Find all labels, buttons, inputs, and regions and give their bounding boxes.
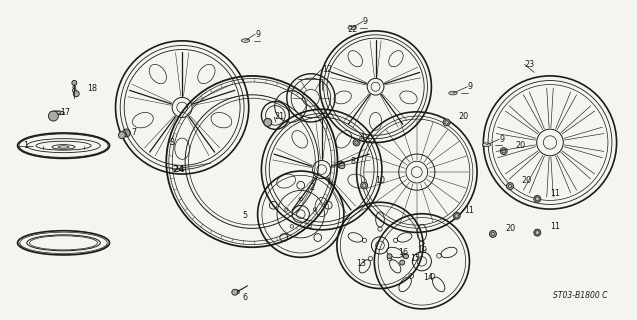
Text: 10: 10 <box>376 176 385 185</box>
Text: 15: 15 <box>410 254 420 263</box>
Circle shape <box>445 121 448 124</box>
Text: 11: 11 <box>550 189 560 198</box>
Text: 14: 14 <box>423 273 433 282</box>
Circle shape <box>454 212 461 219</box>
Circle shape <box>502 149 505 153</box>
Text: 20: 20 <box>515 141 526 150</box>
Text: 11: 11 <box>550 222 560 231</box>
Circle shape <box>232 289 238 295</box>
Circle shape <box>535 231 540 235</box>
Circle shape <box>73 89 76 92</box>
Circle shape <box>400 260 404 265</box>
Text: 9: 9 <box>363 17 368 26</box>
Circle shape <box>73 91 79 97</box>
Text: 5: 5 <box>243 211 248 220</box>
Circle shape <box>48 111 59 121</box>
Ellipse shape <box>241 39 250 42</box>
Circle shape <box>508 184 512 188</box>
Circle shape <box>355 141 358 144</box>
Circle shape <box>235 290 240 294</box>
Circle shape <box>72 80 77 85</box>
Circle shape <box>122 129 131 137</box>
Text: 20: 20 <box>458 113 468 122</box>
Text: 1: 1 <box>24 141 29 150</box>
Circle shape <box>534 196 541 202</box>
Circle shape <box>337 161 344 168</box>
Text: 13: 13 <box>357 259 366 268</box>
Circle shape <box>339 163 345 169</box>
Circle shape <box>264 118 272 126</box>
Circle shape <box>73 86 76 89</box>
Circle shape <box>489 230 496 237</box>
Text: 9: 9 <box>255 30 260 39</box>
Circle shape <box>455 214 459 218</box>
Circle shape <box>506 183 513 190</box>
Text: 9: 9 <box>499 135 505 144</box>
Text: 8: 8 <box>350 157 355 166</box>
Text: 21: 21 <box>274 113 284 122</box>
Text: 22: 22 <box>347 25 357 34</box>
Text: 18: 18 <box>87 84 97 93</box>
Circle shape <box>387 254 392 259</box>
Text: 24: 24 <box>173 165 185 174</box>
Circle shape <box>534 229 541 236</box>
Text: ST03-B1800 C: ST03-B1800 C <box>552 291 607 300</box>
Circle shape <box>403 254 408 259</box>
Circle shape <box>362 184 366 187</box>
Text: 4: 4 <box>360 133 365 142</box>
Text: 2: 2 <box>309 183 314 192</box>
Text: 19: 19 <box>417 246 427 255</box>
Ellipse shape <box>348 26 356 29</box>
Circle shape <box>361 182 368 189</box>
Ellipse shape <box>449 91 457 95</box>
Text: 9: 9 <box>468 82 473 91</box>
Circle shape <box>500 148 507 155</box>
Text: 16: 16 <box>397 248 408 257</box>
Text: 6: 6 <box>243 292 247 301</box>
Circle shape <box>535 197 540 201</box>
Text: 3: 3 <box>169 138 175 147</box>
Ellipse shape <box>482 143 490 147</box>
Text: 7: 7 <box>131 128 136 137</box>
Text: 23: 23 <box>525 60 534 69</box>
Text: 17: 17 <box>60 108 70 117</box>
Text: 11: 11 <box>464 206 475 215</box>
Text: 12: 12 <box>322 65 332 74</box>
Circle shape <box>353 139 360 146</box>
Circle shape <box>443 119 450 126</box>
Circle shape <box>491 232 495 236</box>
Text: 20: 20 <box>506 224 516 233</box>
Text: 20: 20 <box>522 176 532 185</box>
Circle shape <box>118 132 125 139</box>
